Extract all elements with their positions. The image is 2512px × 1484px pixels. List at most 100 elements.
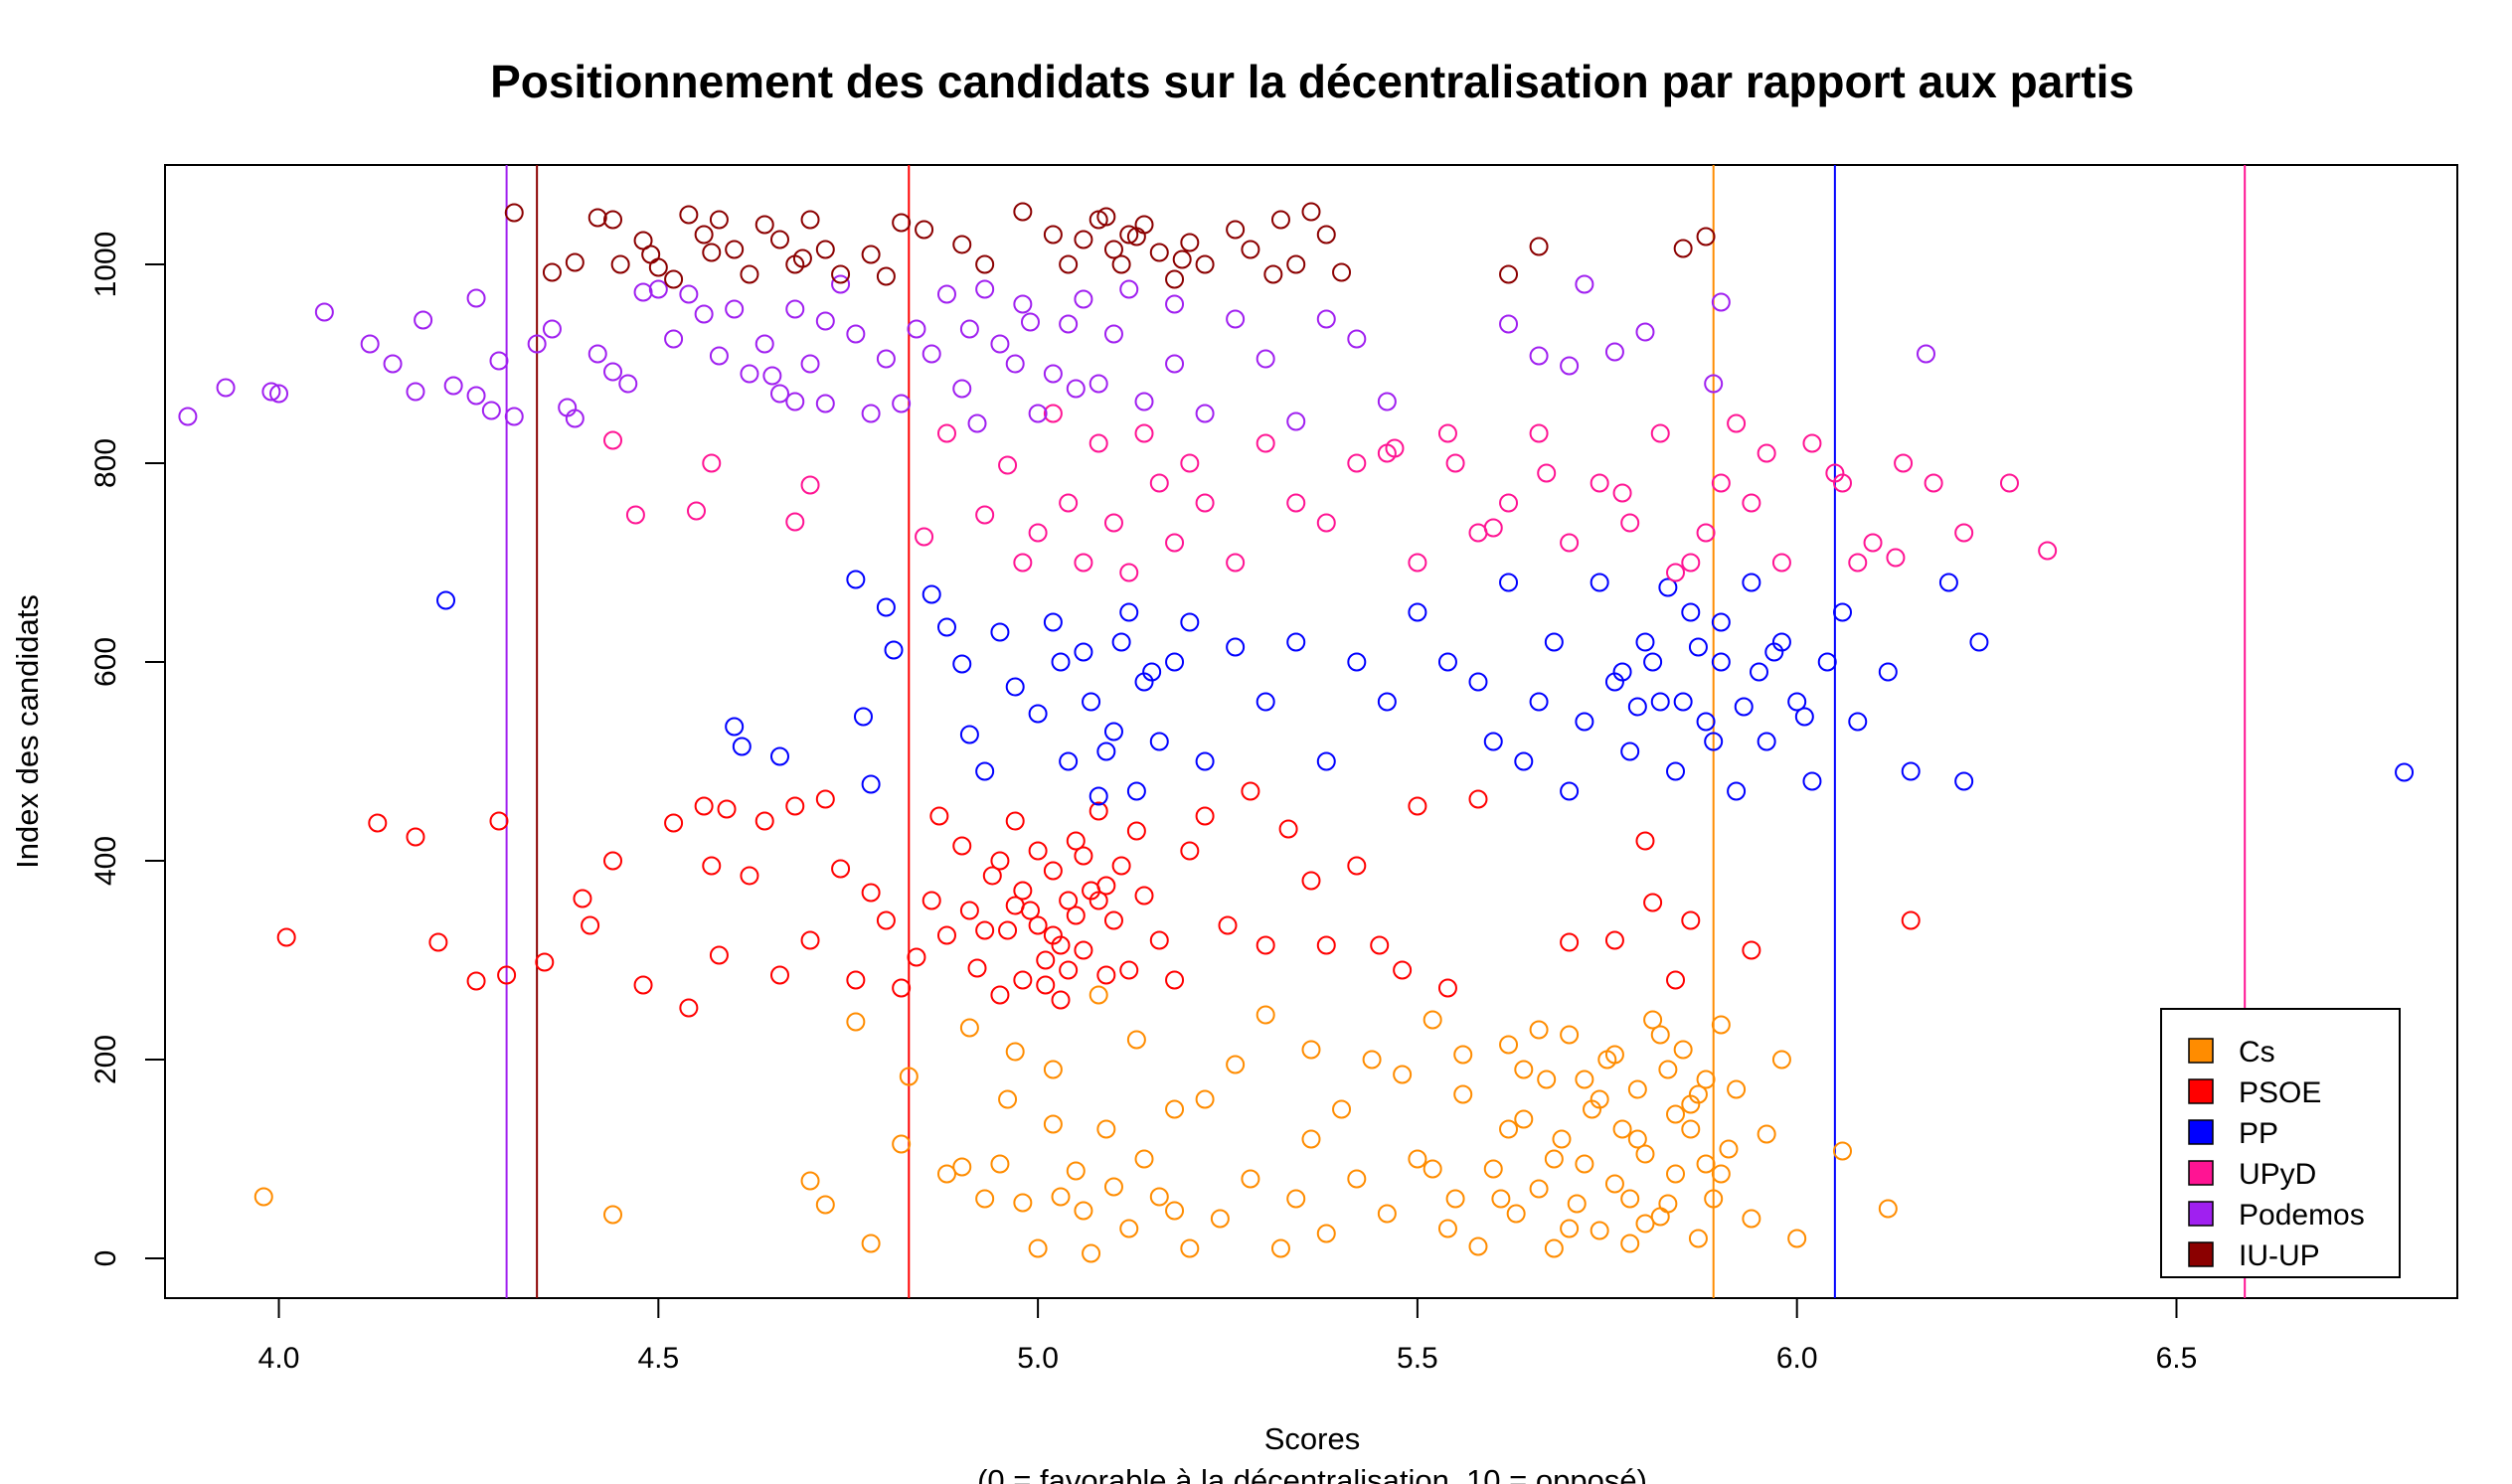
data-point: [414, 310, 433, 330]
data-point: [1059, 493, 1079, 513]
data-point: [1195, 254, 1215, 274]
data-point: [625, 505, 645, 525]
data-point: [1263, 264, 1283, 284]
data-point: [1149, 1187, 1169, 1207]
y-tick-label: 800: [89, 438, 122, 488]
x-tick-label: 5.5: [1397, 1342, 1438, 1375]
data-point: [1142, 662, 1162, 682]
data-point: [740, 364, 759, 384]
data-point: [1437, 1219, 1457, 1238]
data-point: [1742, 573, 1761, 592]
data-point: [1005, 1042, 1025, 1062]
data-point: [1066, 831, 1086, 851]
data-point: [1529, 346, 1549, 366]
data-point: [1408, 602, 1427, 622]
data-point: [1089, 891, 1108, 910]
data-point: [1445, 453, 1465, 473]
data-point: [1134, 423, 1154, 443]
data-point: [542, 319, 562, 339]
data-point: [1165, 533, 1185, 553]
data-point: [1468, 672, 1488, 692]
chart-title: Positionnement des candidats sur la déce…: [490, 56, 2134, 107]
data-point: [769, 384, 789, 404]
data-point: [1650, 1025, 1670, 1045]
data-point: [565, 409, 585, 428]
data-point: [314, 302, 334, 322]
data-point: [1688, 637, 1708, 657]
data-point: [1301, 1040, 1321, 1060]
data-point: [648, 257, 668, 277]
data-point: [1316, 751, 1336, 771]
data-point: [1635, 1214, 1655, 1234]
data-point: [1111, 254, 1131, 274]
data-point: [1195, 1089, 1215, 1109]
data-point: [1938, 573, 1958, 592]
data-point: [1666, 563, 1686, 582]
data-point: [1316, 935, 1336, 955]
data-point: [1787, 1229, 1807, 1248]
data-point: [1377, 692, 1397, 712]
legend-swatch: [2188, 1038, 2214, 1064]
data-point: [876, 266, 896, 286]
data-point: [717, 799, 737, 819]
data-point: [929, 806, 949, 826]
data-point: [1226, 220, 1246, 240]
data-point: [1013, 970, 1033, 990]
x-axis: 4.0 4.5 5.0 5.5 6.0 6.5: [258, 1297, 2197, 1375]
data-point: [1028, 404, 1048, 423]
data-point: [1506, 1204, 1526, 1224]
data-point: [846, 1012, 866, 1032]
data-point: [504, 203, 524, 223]
data-point: [952, 379, 972, 399]
data-point: [1719, 1139, 1739, 1159]
series-upyd: [603, 404, 2058, 582]
data-point: [975, 279, 995, 299]
data-point: [815, 394, 835, 413]
data-point: [1604, 1174, 1624, 1194]
data-point: [1453, 1084, 1473, 1104]
data-point: [709, 210, 729, 230]
data-point: [1711, 612, 1731, 632]
data-point: [921, 584, 941, 604]
data-point: [1408, 796, 1427, 816]
data-point: [975, 505, 995, 525]
data-point: [1074, 553, 1093, 573]
data-point: [1089, 786, 1108, 806]
data-point: [1149, 243, 1169, 262]
data-point: [1552, 1129, 1572, 1149]
data-point: [1666, 1164, 1686, 1184]
data-point: [1226, 637, 1246, 657]
data-point: [792, 248, 812, 268]
data-point: [1362, 1050, 1382, 1070]
data-point: [1916, 344, 1935, 364]
x-tick-label: 5.0: [1017, 1342, 1059, 1375]
data-point: [861, 404, 881, 423]
data-point: [1096, 965, 1116, 985]
data-point: [1704, 1189, 1724, 1209]
data-point: [754, 811, 774, 831]
x-axis-sublabel: (0 = favorable à la décentralisation, 10…: [977, 1463, 1647, 1484]
data-point: [633, 282, 653, 302]
series-psoe: [276, 781, 1921, 1018]
data-point: [1165, 294, 1185, 314]
data-point: [907, 319, 926, 339]
data-point: [1560, 533, 1580, 553]
data-point: [1256, 935, 1275, 955]
data-point: [1066, 1161, 1086, 1181]
series-podemos: [178, 274, 1935, 433]
data-point: [967, 958, 987, 978]
data-point: [1134, 1149, 1154, 1169]
data-point: [831, 274, 851, 294]
data-point: [1195, 404, 1215, 423]
legend-label: UPyD: [2239, 1158, 2316, 1191]
data-point: [990, 622, 1010, 642]
data-point: [1165, 652, 1185, 672]
data-point: [952, 1157, 972, 1177]
data-point: [709, 945, 729, 965]
data-point: [1393, 960, 1413, 980]
data-point: [815, 1195, 835, 1215]
data-point: [1028, 1238, 1048, 1258]
data-point: [1096, 876, 1116, 896]
data-point: [1658, 1060, 1678, 1079]
data-point: [1241, 781, 1260, 801]
